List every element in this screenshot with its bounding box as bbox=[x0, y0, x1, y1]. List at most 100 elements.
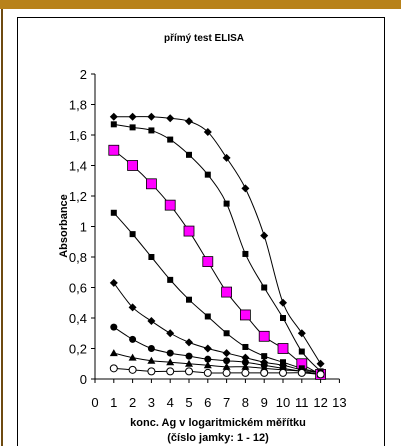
series-2-point bbox=[223, 200, 230, 207]
series-7-point bbox=[166, 358, 175, 366]
series-5-point bbox=[109, 278, 118, 287]
series-1-point bbox=[166, 114, 175, 123]
series-1-point bbox=[222, 153, 231, 162]
series-3-point bbox=[164, 199, 176, 211]
series-1-point bbox=[279, 298, 287, 307]
series-2-line bbox=[113, 123, 321, 372]
series-7-point bbox=[109, 349, 118, 357]
series-1-line bbox=[113, 116, 322, 365]
y-tick-label: 2 bbox=[80, 67, 87, 82]
series-4-line bbox=[113, 212, 321, 374]
series-7-point bbox=[128, 353, 137, 361]
x-tick-label: 8 bbox=[242, 395, 249, 410]
x-tick-label: 13 bbox=[332, 395, 346, 410]
series-3-point bbox=[239, 309, 251, 321]
series-5-point bbox=[128, 303, 137, 312]
series-4-point bbox=[148, 254, 155, 260]
x-tick-label: 2 bbox=[129, 395, 136, 410]
series-1-point bbox=[147, 112, 156, 121]
series-8-point bbox=[147, 367, 156, 376]
series-5-point bbox=[203, 344, 212, 353]
series-8-point bbox=[109, 364, 118, 373]
series-5-point bbox=[222, 349, 231, 358]
series-2-point bbox=[242, 250, 249, 257]
series-2-point bbox=[280, 315, 286, 321]
series-8-point bbox=[166, 367, 175, 376]
series-2-point bbox=[298, 348, 305, 355]
y-tick-label: 0 bbox=[80, 372, 87, 387]
series-2-point bbox=[129, 124, 136, 131]
series-4-point bbox=[129, 231, 136, 238]
series-6-point bbox=[110, 323, 118, 331]
x-tick-label: 11 bbox=[295, 395, 309, 410]
series-7-point bbox=[222, 362, 231, 370]
y-tick-label: 0,4 bbox=[69, 311, 87, 326]
y-tick-label: 0,8 bbox=[69, 250, 87, 265]
left-frame-border bbox=[1, 9, 3, 446]
y-axis-title: Absorbance bbox=[58, 194, 70, 258]
series-3-point bbox=[108, 144, 120, 156]
series-2-point bbox=[148, 127, 155, 134]
series-1-point bbox=[316, 359, 325, 368]
series-8-point bbox=[279, 368, 287, 377]
series-6-point bbox=[147, 345, 155, 352]
series-4-point bbox=[110, 209, 117, 216]
series-1-point bbox=[203, 127, 212, 136]
series-3-point bbox=[127, 160, 138, 171]
x-tick-label: 0 bbox=[91, 395, 98, 410]
series-2-point bbox=[204, 171, 211, 178]
series-2-point bbox=[167, 136, 174, 143]
x-tick-label: 12 bbox=[313, 395, 327, 410]
series-2-point bbox=[110, 121, 117, 128]
series-3-point bbox=[202, 256, 214, 267]
series-8-point bbox=[128, 365, 137, 374]
series-8-point bbox=[222, 368, 231, 377]
series-4-point bbox=[204, 313, 211, 320]
series-2-point bbox=[186, 151, 192, 158]
series-1-point bbox=[185, 117, 193, 126]
series-6-point bbox=[241, 358, 249, 366]
series-5-point bbox=[185, 338, 193, 347]
y-tick-label: 1 bbox=[80, 220, 87, 235]
series-6-point bbox=[129, 335, 137, 343]
y-tick-label: 0,6 bbox=[69, 281, 87, 296]
series-3-line bbox=[113, 149, 321, 375]
series-8-point bbox=[241, 368, 250, 377]
series-8-point bbox=[203, 368, 212, 377]
series-3-point bbox=[183, 225, 195, 237]
series-4-point bbox=[242, 343, 249, 350]
x-tick-label: 9 bbox=[261, 395, 268, 410]
series-6-point bbox=[166, 349, 174, 357]
series-8-point bbox=[185, 367, 193, 376]
x-tick-label: 4 bbox=[167, 395, 174, 410]
series-6-point bbox=[223, 357, 231, 365]
y-tick-label: 1,2 bbox=[69, 189, 87, 204]
series-3-point bbox=[277, 343, 289, 354]
series-4-point bbox=[167, 276, 174, 283]
series-1-point bbox=[109, 112, 118, 121]
series-3-point bbox=[221, 286, 233, 298]
series-6-point bbox=[185, 352, 193, 360]
x-tick-label: 10 bbox=[276, 395, 290, 410]
series-3-point bbox=[258, 330, 270, 342]
top-accent-bar bbox=[0, 0, 401, 9]
y-tick-label: 0,2 bbox=[69, 342, 87, 357]
x-tick-label: 6 bbox=[204, 395, 211, 410]
series-3-point bbox=[145, 178, 157, 190]
series-7-point bbox=[241, 362, 250, 370]
x-tick-label: 5 bbox=[185, 395, 192, 410]
x-axis-subtitle: (číslo jamky: 1 - 12) bbox=[167, 432, 269, 444]
x-axis-title: konc. Ag v logaritmickém měřítku bbox=[130, 417, 306, 429]
series-8-point bbox=[297, 368, 306, 377]
x-tick-label: 3 bbox=[148, 395, 155, 410]
y-tick-label: 1,4 bbox=[69, 159, 87, 174]
series-7-point bbox=[185, 359, 193, 367]
series-8-point bbox=[316, 370, 325, 379]
series-5-point bbox=[147, 317, 156, 326]
x-tick-label: 1 bbox=[110, 395, 117, 410]
series-4-point bbox=[223, 330, 230, 337]
series-1-point bbox=[241, 184, 250, 193]
series-2-point bbox=[261, 284, 268, 291]
series-5-point bbox=[166, 329, 175, 338]
